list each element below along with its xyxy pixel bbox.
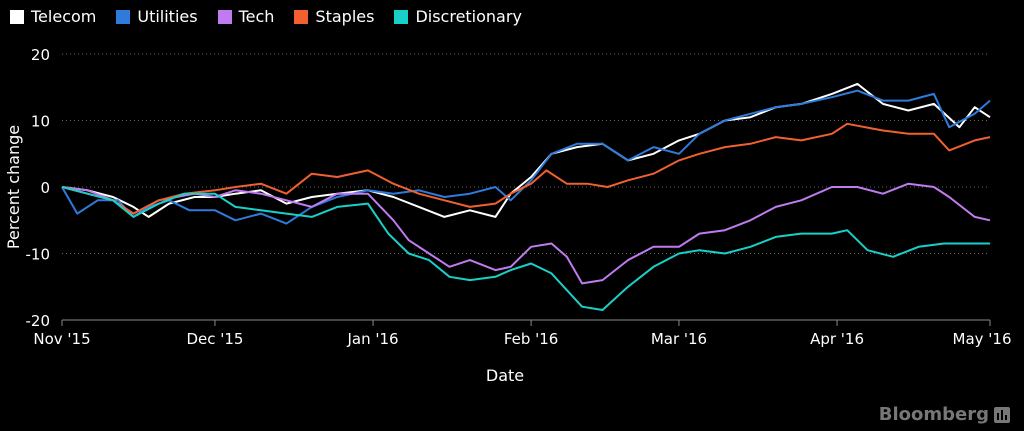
series-line-discretionary <box>61 186 990 311</box>
series-line-utilities <box>61 89 991 225</box>
legend-label: Staples <box>315 7 375 26</box>
y-tick-label: -10 <box>26 246 51 264</box>
series-line-staples <box>61 122 991 215</box>
legend-swatch <box>10 9 24 24</box>
y-tick-label: -20 <box>26 312 51 330</box>
legend-label: Discretionary <box>415 7 522 26</box>
legend-item-utilities: Utilities <box>116 7 198 26</box>
legend-label: Tech <box>238 7 275 26</box>
series-line-telecom <box>61 82 991 218</box>
y-tick-label: 0 <box>40 179 50 197</box>
x-tick-label: Apr '16 <box>810 330 864 348</box>
legend-swatch <box>217 9 232 24</box>
x-axis-title: Date <box>486 366 524 385</box>
chart-legend: Telecom Utilities Tech Staples Discretionary <box>10 7 542 26</box>
bloomberg-logo: Bloomberg <box>879 404 1010 425</box>
legend-item-staples: Staples <box>294 7 374 26</box>
legend-item-telecom: Telecom <box>10 7 96 26</box>
x-tick-label: Feb '16 <box>504 330 559 348</box>
x-tick-label: Dec '15 <box>186 330 243 348</box>
legend-swatch <box>294 9 309 24</box>
legend-item-tech: Tech <box>217 7 275 26</box>
legend-label: Telecom <box>31 7 97 26</box>
x-tick-label: Nov '15 <box>33 330 90 348</box>
x-tick-label: Mar '16 <box>651 330 707 348</box>
y-axis-title: Percent change <box>4 125 23 249</box>
x-tick-label: May '16 <box>953 330 1012 348</box>
series-line-tech <box>61 182 991 285</box>
legend-swatch <box>394 9 409 24</box>
legend-label: Utilities <box>137 7 198 26</box>
legend-item-discretionary: Discretionary <box>394 7 522 26</box>
x-tick-label: Jan '16 <box>346 330 398 348</box>
bloomberg-bars-icon <box>994 406 1010 423</box>
y-tick-label: 20 <box>31 46 50 64</box>
brand-name: Bloomberg <box>878 404 989 425</box>
legend-swatch <box>116 9 131 24</box>
y-tick-label: 10 <box>31 113 50 131</box>
